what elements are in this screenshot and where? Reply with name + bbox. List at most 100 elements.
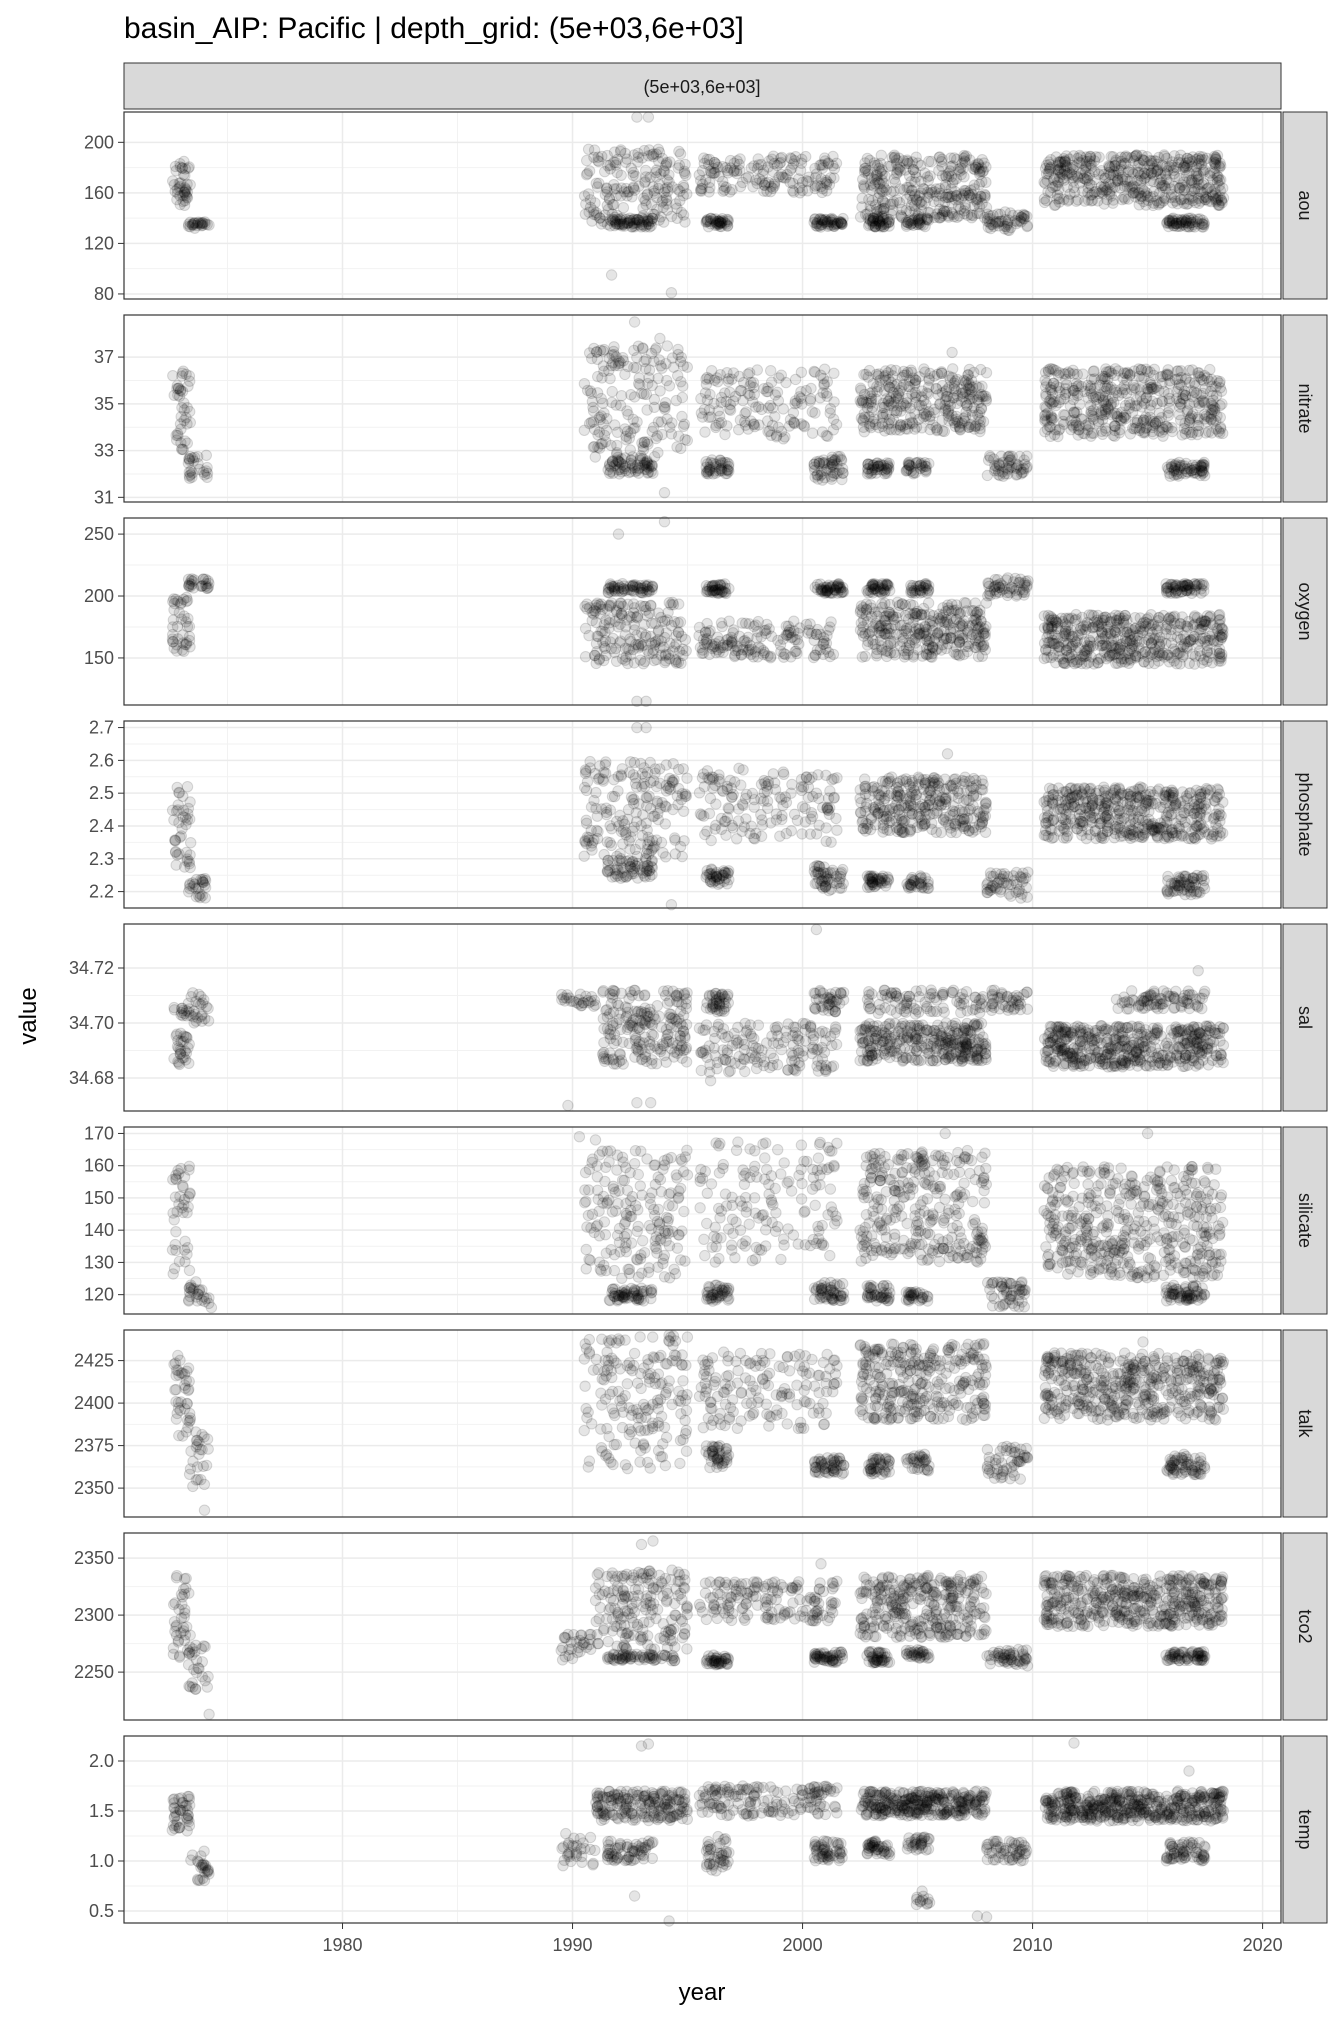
data-point [821, 823, 831, 833]
data-point [595, 761, 605, 771]
data-point [615, 146, 625, 156]
data-point [1073, 380, 1083, 390]
data-point [1175, 648, 1185, 658]
data-point [895, 422, 905, 432]
data-point [1199, 397, 1209, 407]
data-point [204, 578, 214, 588]
data-point [1184, 658, 1194, 668]
data-point [1189, 186, 1199, 196]
data-point [626, 163, 636, 173]
data-point [778, 767, 788, 777]
data-point [584, 833, 594, 843]
panels-layer: 80120160200aou31333537nitrate150200250ox… [69, 112, 1327, 1926]
data-point [860, 651, 870, 661]
y-tick-label: 2.6 [89, 750, 114, 770]
data-point [1092, 615, 1102, 625]
data-point [700, 829, 710, 839]
data-point [891, 629, 901, 639]
data-point [790, 374, 800, 384]
data-point [932, 369, 942, 379]
data-point [948, 623, 958, 633]
data-point [589, 145, 599, 155]
data-point [725, 155, 735, 165]
data-point [725, 399, 735, 409]
data-point [889, 153, 899, 163]
data-point [680, 791, 690, 801]
data-point [184, 856, 194, 866]
data-point [1183, 637, 1193, 647]
data-point [1188, 460, 1198, 470]
data-point [664, 598, 674, 608]
data-point [1163, 464, 1173, 474]
data-point [858, 631, 868, 641]
data-point [1111, 658, 1121, 668]
data-point [677, 851, 687, 861]
y-tick-label: 250 [84, 524, 114, 544]
data-point [599, 620, 609, 630]
data-point [701, 379, 711, 389]
data-point [1165, 376, 1175, 386]
data-point [735, 181, 745, 191]
data-point [1204, 427, 1214, 437]
data-point [876, 150, 886, 160]
data-point [172, 384, 182, 394]
data-point [1125, 176, 1135, 186]
data-point [593, 442, 603, 452]
data-point [1215, 192, 1225, 202]
data-point [921, 399, 931, 409]
data-point [625, 445, 635, 455]
data-point [789, 187, 799, 197]
data-point [818, 582, 828, 592]
y-tick-label: 2.7 [89, 718, 114, 738]
data-point [984, 217, 994, 227]
data-point [607, 456, 617, 466]
data-point [829, 368, 839, 378]
data-point [1206, 648, 1216, 658]
data-point [859, 181, 869, 191]
column-strip-label: (5e+03,6e+03] [643, 77, 760, 97]
data-point [710, 641, 720, 651]
data-point [1019, 455, 1029, 465]
data-point [861, 397, 871, 407]
data-point [830, 454, 840, 464]
data-point [753, 616, 763, 626]
data-point [821, 836, 831, 846]
data-point [666, 429, 676, 439]
data-point [635, 839, 645, 849]
y-tick-label: 37 [94, 347, 114, 367]
data-point [669, 642, 679, 652]
data-point [802, 186, 812, 196]
data-point [1125, 429, 1135, 439]
data-point [634, 215, 644, 225]
data-point [1176, 215, 1186, 225]
data-point [953, 635, 963, 645]
y-tick-label: 80 [94, 284, 114, 304]
data-point [1117, 194, 1127, 204]
data-point [832, 219, 842, 229]
data-point [633, 643, 643, 653]
data-point [1053, 177, 1063, 187]
data-point [682, 362, 692, 372]
data-point [1195, 651, 1205, 661]
data-point [651, 835, 661, 845]
data-point [641, 165, 651, 175]
data-point [1185, 175, 1195, 185]
data-point [789, 809, 799, 819]
data-point [581, 818, 591, 828]
data-point [657, 429, 667, 439]
data-point [624, 433, 634, 443]
data-point [641, 200, 651, 210]
data-point [879, 615, 889, 625]
data-point [916, 160, 926, 170]
data-point [676, 377, 686, 387]
data-point [611, 219, 621, 229]
y-tick-label: 35 [94, 394, 114, 414]
data-point [656, 169, 666, 179]
data-point [1205, 364, 1215, 374]
data-point [645, 803, 655, 813]
data-point [785, 153, 795, 163]
data-point [1068, 394, 1078, 404]
data-point [198, 467, 208, 477]
data-point [657, 363, 667, 373]
